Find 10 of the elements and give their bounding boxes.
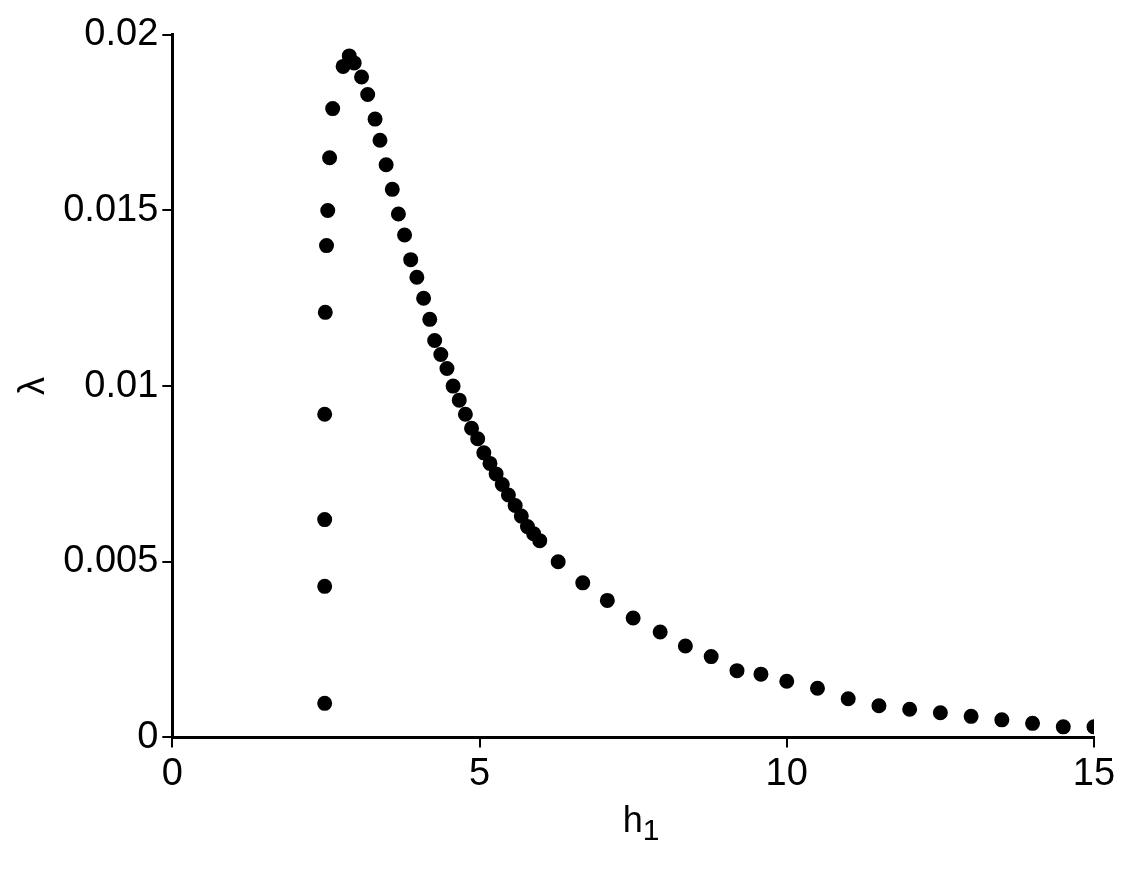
y-tick-label: 0.02 xyxy=(84,11,159,54)
y-tick-label: 0.005 xyxy=(63,538,159,581)
y-tick-label: 0.015 xyxy=(63,186,159,229)
y-axis-title: λ xyxy=(10,377,52,396)
x-axis-title: h$_{1}$ xyxy=(621,799,661,848)
x-tick-label: 5 xyxy=(468,750,491,793)
x-tick-label: 15 xyxy=(1072,750,1116,793)
y-tick-label: 0.01 xyxy=(84,362,159,405)
y-tick-label: 0 xyxy=(137,713,159,756)
x-tick-label: 10 xyxy=(765,750,808,793)
